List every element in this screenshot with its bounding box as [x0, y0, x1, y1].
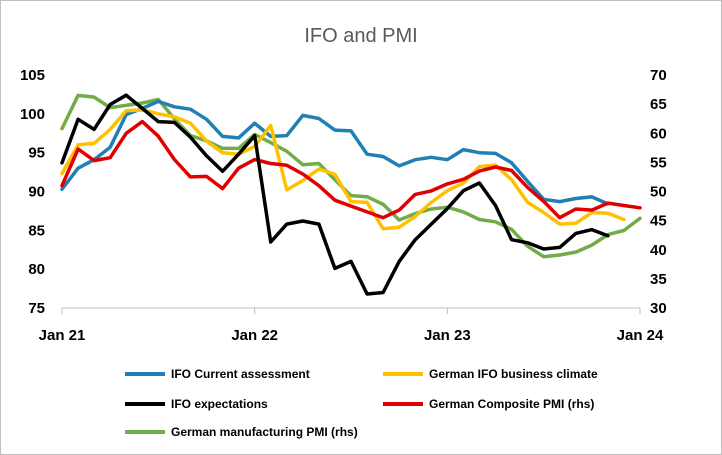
- y-right-tick-label: 50: [650, 184, 667, 201]
- x-tick-label: Jan 23: [424, 327, 471, 344]
- y-left-tick-label: 85: [28, 222, 45, 239]
- x-tick-label: Jan 21: [39, 327, 86, 344]
- y-left-tick-label: 100: [20, 106, 45, 123]
- legend-label: German IFO business climate: [429, 367, 598, 381]
- series-line-ifo-current-assessment: [60, 99, 610, 206]
- y-right-tick-label: 65: [650, 96, 667, 113]
- series-line-german-manufacturing-pmi-rhs: [60, 93, 642, 259]
- y-right-tick-label: 55: [650, 154, 667, 171]
- y-right-tick-label: 35: [650, 271, 667, 288]
- legend-label: German manufacturing PMI (rhs): [171, 425, 358, 439]
- y-right-tick-label: 40: [650, 242, 667, 259]
- series-line-german-ifo-business-climate: [60, 108, 626, 231]
- legend: IFO Current assessment German IFO busines…: [125, 367, 598, 439]
- y-left-tick-label: 90: [28, 184, 45, 201]
- y-left-tick-label: 95: [28, 145, 45, 162]
- y-left-tick-label: 105: [20, 67, 45, 84]
- legend-label: German Composite PMI (rhs): [429, 397, 594, 411]
- legend-label: IFO Current assessment: [171, 367, 310, 381]
- y-right-tick-label: 60: [650, 125, 667, 142]
- y-left-tick-label: 80: [28, 261, 45, 278]
- y-right-tick-label: 30: [650, 300, 667, 317]
- series-line-german-composite-pmi-rhs: [60, 119, 642, 220]
- y-right-tick-label: 45: [650, 213, 667, 230]
- plot-area: Jan 21 Jan 22 Jan 23 Jan 24 75 80 85 90 95 100 105…: [20, 67, 667, 344]
- x-tick-label: Jan 22: [231, 327, 278, 344]
- series-line-ifo-expectations: [60, 93, 610, 296]
- x-tick-label: Jan 24: [617, 327, 664, 344]
- y-left-tick-label: 75: [28, 300, 45, 317]
- legend-label: IFO expectations: [171, 397, 268, 411]
- y-right-tick-label: 70: [650, 67, 667, 84]
- chart-title: IFO and PMI: [304, 25, 417, 47]
